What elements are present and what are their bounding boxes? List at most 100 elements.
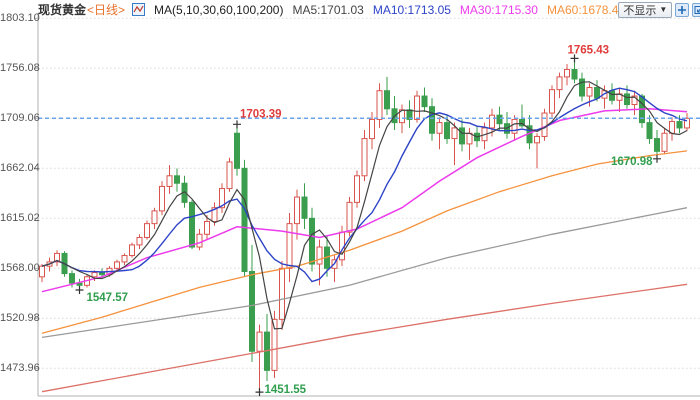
candle-body bbox=[249, 270, 255, 352]
y-axis-label: 1756.08 bbox=[0, 62, 40, 75]
price-annotation: 1547.57 bbox=[87, 292, 129, 304]
candle-body bbox=[511, 118, 518, 134]
candle-body bbox=[166, 175, 173, 187]
candle-body bbox=[519, 118, 525, 127]
annotations: 1703.39 1765.43 1547.57 1451.55 1670.98 bbox=[75, 44, 661, 397]
extreme-marker bbox=[233, 120, 241, 129]
candle-body bbox=[669, 121, 675, 134]
candle-body bbox=[136, 236, 143, 246]
candle-body bbox=[541, 112, 548, 137]
timeframe-label[interactable]: <日线> bbox=[87, 3, 126, 17]
candle-body bbox=[256, 331, 263, 352]
y-axis-label: 1803.10 bbox=[0, 12, 40, 25]
price-annotation: 1670.98 bbox=[611, 156, 653, 168]
candle-body bbox=[676, 121, 683, 129]
fit-chart-icon[interactable] bbox=[692, 2, 700, 17]
candle-body bbox=[564, 68, 570, 78]
candle-body bbox=[151, 210, 158, 225]
candle-body bbox=[204, 221, 210, 235]
chevron-down-icon: ▼ bbox=[659, 5, 668, 14]
candle-body bbox=[459, 127, 465, 145]
y-axis-label: 1520.98 bbox=[0, 312, 40, 325]
extreme-marker bbox=[570, 54, 579, 63]
ma30-line bbox=[41, 108, 688, 293]
candle-body bbox=[496, 114, 503, 125]
candle-body bbox=[39, 265, 45, 278]
overlay-display-dropdown[interactable]: 不显示 ▼ bbox=[618, 1, 673, 18]
candle-body bbox=[361, 138, 368, 177]
ma5-value: MA5:1701.03 bbox=[292, 2, 364, 17]
candle-body bbox=[286, 223, 293, 269]
ma100-line bbox=[41, 207, 688, 339]
extreme-marker bbox=[653, 154, 661, 163]
ma30-value: MA30:1715.30 bbox=[459, 2, 538, 17]
candle-body bbox=[489, 114, 495, 129]
candle-body bbox=[129, 244, 135, 257]
symbol-title: 现货黄金 bbox=[38, 3, 87, 17]
candle-body bbox=[309, 217, 315, 265]
candle-body bbox=[684, 117, 690, 129]
chart-header: 现货黄金 <日线> MA(5,10,30,60,100,200) MA5:170… bbox=[38, 1, 700, 18]
candle-body bbox=[466, 132, 473, 145]
y-axis-label: 1662.04 bbox=[0, 162, 40, 175]
price-annotation: 1451.55 bbox=[265, 384, 307, 396]
candle-body bbox=[211, 207, 218, 223]
candle-body bbox=[646, 122, 653, 140]
candle-body bbox=[594, 87, 600, 99]
candle-body bbox=[144, 223, 150, 238]
candle-body bbox=[121, 255, 128, 263]
candle-body bbox=[571, 68, 578, 80]
candle-body bbox=[279, 267, 285, 320]
y-axis-label: 1615.02 bbox=[0, 212, 40, 225]
candle-body bbox=[436, 122, 443, 134]
candle-body bbox=[384, 90, 390, 110]
ma10-line bbox=[41, 87, 688, 283]
ma200-line bbox=[41, 283, 688, 393]
candle-body bbox=[429, 106, 435, 134]
ma10-value: MA10:1713.05 bbox=[372, 2, 451, 17]
candle-body bbox=[549, 89, 555, 114]
extreme-marker bbox=[255, 388, 264, 397]
candle-body bbox=[234, 132, 240, 169]
candle-body bbox=[99, 272, 105, 276]
candle-body bbox=[226, 161, 233, 190]
grid-lines bbox=[34, 17, 700, 369]
y-axis-label: 1568.00 bbox=[0, 262, 40, 275]
candle-body bbox=[556, 76, 563, 91]
candle-body bbox=[301, 196, 308, 219]
ma-lines bbox=[41, 81, 688, 393]
candle-body bbox=[196, 233, 203, 248]
candle-body bbox=[444, 122, 450, 140]
candle-body bbox=[586, 87, 593, 97]
candle-body bbox=[414, 95, 420, 120]
candle-body bbox=[369, 118, 375, 140]
candle-body bbox=[189, 201, 195, 248]
candle-body bbox=[316, 246, 323, 265]
candle-body bbox=[346, 201, 353, 233]
y-axis-label: 1473.96 bbox=[0, 362, 40, 375]
candle-body bbox=[219, 188, 225, 209]
ma-params-label: MA(5,10,30,60,100,200) bbox=[154, 2, 284, 17]
ma60-line bbox=[41, 150, 688, 334]
candle-body bbox=[271, 318, 278, 371]
price-annotation: 1765.43 bbox=[568, 44, 610, 56]
candle-body bbox=[376, 90, 383, 120]
candle-body bbox=[114, 261, 120, 269]
extreme-marker bbox=[75, 286, 84, 295]
candle-body bbox=[624, 93, 630, 106]
y-axis-label: 1709.06 bbox=[0, 112, 40, 125]
crosshair-icon[interactable] bbox=[675, 2, 690, 17]
candle-body bbox=[159, 185, 165, 212]
ma5-line bbox=[41, 81, 688, 330]
candle-body bbox=[661, 132, 668, 152]
candle-body bbox=[534, 135, 540, 144]
candle-body bbox=[354, 175, 360, 203]
ma60-value: MA60:1678.4 bbox=[546, 2, 619, 17]
dropdown-label: 不显示 bbox=[623, 4, 657, 17]
candle-body bbox=[76, 282, 83, 286]
chart-toolbar: 不显示 ▼ bbox=[618, 1, 700, 18]
indicator-settings-icon[interactable] bbox=[132, 3, 146, 16]
candle-body bbox=[421, 95, 428, 108]
candle-body bbox=[451, 127, 458, 140]
